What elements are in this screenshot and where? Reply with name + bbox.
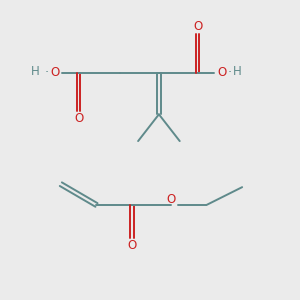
Text: O: O: [193, 20, 202, 33]
Text: O: O: [74, 112, 83, 125]
Text: ·: ·: [45, 66, 49, 79]
Text: O: O: [166, 193, 176, 206]
Text: O: O: [217, 66, 226, 79]
Text: H: H: [233, 65, 242, 78]
Text: O: O: [50, 66, 59, 79]
Text: ·: ·: [228, 66, 232, 79]
Text: O: O: [128, 238, 137, 252]
Text: H: H: [31, 65, 40, 78]
